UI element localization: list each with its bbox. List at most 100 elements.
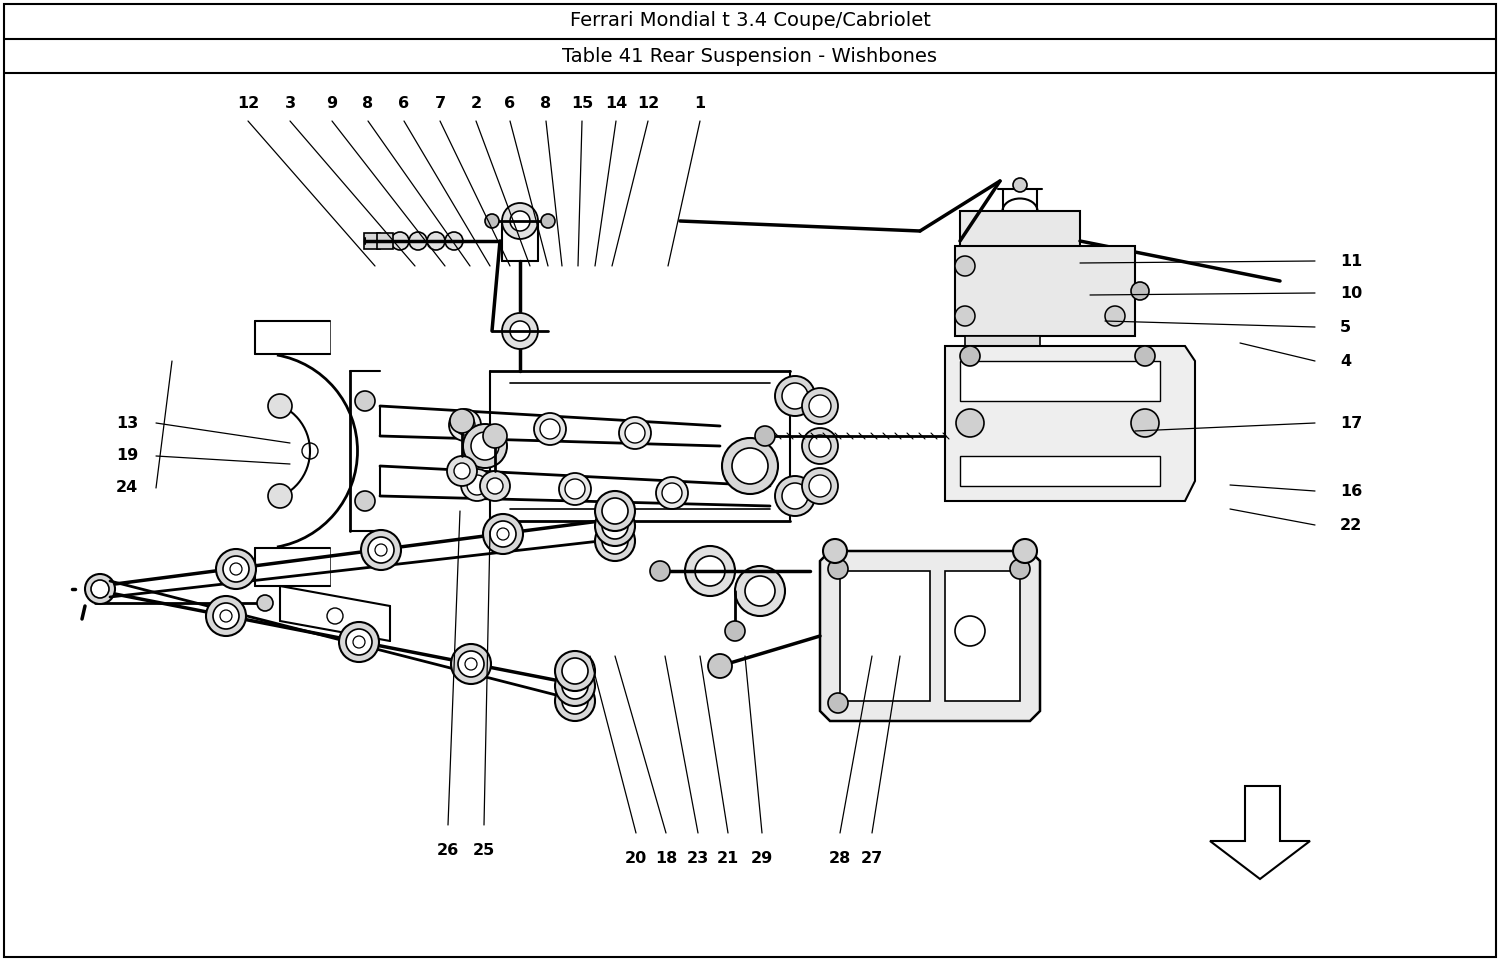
Circle shape <box>339 622 380 662</box>
Circle shape <box>503 203 538 239</box>
Text: 22: 22 <box>1340 518 1362 532</box>
Circle shape <box>656 477 688 509</box>
Text: 6: 6 <box>504 96 516 111</box>
Text: 6: 6 <box>399 96 410 111</box>
Text: 28: 28 <box>830 851 850 866</box>
Bar <box>945 571 1020 701</box>
Circle shape <box>454 415 476 435</box>
Circle shape <box>596 506 634 546</box>
Circle shape <box>480 471 510 501</box>
Text: 3: 3 <box>285 96 296 111</box>
Bar <box>960 361 1160 401</box>
Circle shape <box>566 479 585 499</box>
Circle shape <box>534 413 566 445</box>
Circle shape <box>562 658 588 684</box>
Text: 27: 27 <box>861 851 883 866</box>
Circle shape <box>346 629 372 655</box>
Circle shape <box>808 475 831 497</box>
Circle shape <box>446 232 464 250</box>
Text: Table 41 Rear Suspension - Wishbones: Table 41 Rear Suspension - Wishbones <box>562 46 938 65</box>
Bar <box>964 336 1040 366</box>
Circle shape <box>808 435 831 457</box>
Circle shape <box>452 644 491 684</box>
Polygon shape <box>821 551 1040 721</box>
Circle shape <box>392 232 410 250</box>
Circle shape <box>824 539 848 563</box>
Circle shape <box>555 681 596 721</box>
Circle shape <box>956 409 984 437</box>
Text: Ferrari Mondial t 3.4 Coupe/Cabriolet: Ferrari Mondial t 3.4 Coupe/Cabriolet <box>570 12 930 31</box>
Text: 20: 20 <box>626 851 646 866</box>
Text: 4: 4 <box>1340 354 1352 368</box>
Text: 25: 25 <box>472 843 495 858</box>
Circle shape <box>650 561 670 581</box>
Circle shape <box>1131 282 1149 300</box>
Circle shape <box>268 394 292 418</box>
Circle shape <box>375 544 387 556</box>
Bar <box>956 246 1136 336</box>
Circle shape <box>471 432 500 460</box>
Text: 21: 21 <box>717 851 740 866</box>
Text: 17: 17 <box>1340 415 1362 431</box>
Text: 9: 9 <box>327 96 338 111</box>
Circle shape <box>960 346 980 366</box>
Circle shape <box>602 498 628 524</box>
Bar <box>960 456 1160 486</box>
Circle shape <box>562 688 588 714</box>
Circle shape <box>454 463 470 479</box>
Circle shape <box>562 673 588 699</box>
Text: 19: 19 <box>116 449 138 463</box>
Circle shape <box>828 559 848 579</box>
Circle shape <box>1106 306 1125 326</box>
Circle shape <box>828 693 848 713</box>
Text: 10: 10 <box>1340 285 1362 301</box>
Circle shape <box>1131 409 1160 437</box>
Circle shape <box>722 438 778 494</box>
Circle shape <box>802 428 838 464</box>
Text: 24: 24 <box>116 480 138 496</box>
Circle shape <box>782 383 808 409</box>
Circle shape <box>662 483 682 503</box>
Circle shape <box>802 468 838 504</box>
Circle shape <box>510 211 530 231</box>
Bar <box>364 233 380 249</box>
Circle shape <box>464 424 507 468</box>
Circle shape <box>368 537 394 563</box>
Text: 12: 12 <box>237 96 260 111</box>
Circle shape <box>746 576 776 606</box>
Circle shape <box>1136 346 1155 366</box>
Text: 7: 7 <box>435 96 445 111</box>
Bar <box>840 571 930 701</box>
Circle shape <box>754 426 776 446</box>
Circle shape <box>86 574 116 604</box>
Circle shape <box>602 528 628 554</box>
Circle shape <box>447 456 477 486</box>
Text: 14: 14 <box>604 96 627 111</box>
Circle shape <box>776 376 814 416</box>
Circle shape <box>802 388 838 424</box>
Text: 5: 5 <box>1340 319 1352 334</box>
Circle shape <box>458 651 484 677</box>
Circle shape <box>602 513 628 539</box>
Circle shape <box>410 232 428 250</box>
Bar <box>960 211 1080 271</box>
Text: 18: 18 <box>656 851 676 866</box>
Text: 23: 23 <box>687 851 709 866</box>
Text: 8: 8 <box>363 96 374 111</box>
Text: 16: 16 <box>1340 483 1362 499</box>
Circle shape <box>466 475 488 495</box>
Circle shape <box>808 395 831 417</box>
Circle shape <box>465 658 477 670</box>
Text: 26: 26 <box>436 843 459 858</box>
Circle shape <box>496 528 508 540</box>
Circle shape <box>460 469 494 501</box>
Text: 12: 12 <box>638 96 658 111</box>
Circle shape <box>560 473 591 505</box>
Circle shape <box>555 651 596 691</box>
Circle shape <box>956 256 975 276</box>
Circle shape <box>555 666 596 706</box>
Circle shape <box>542 214 555 228</box>
Circle shape <box>206 596 246 636</box>
Circle shape <box>626 423 645 443</box>
Text: 11: 11 <box>1340 254 1362 268</box>
